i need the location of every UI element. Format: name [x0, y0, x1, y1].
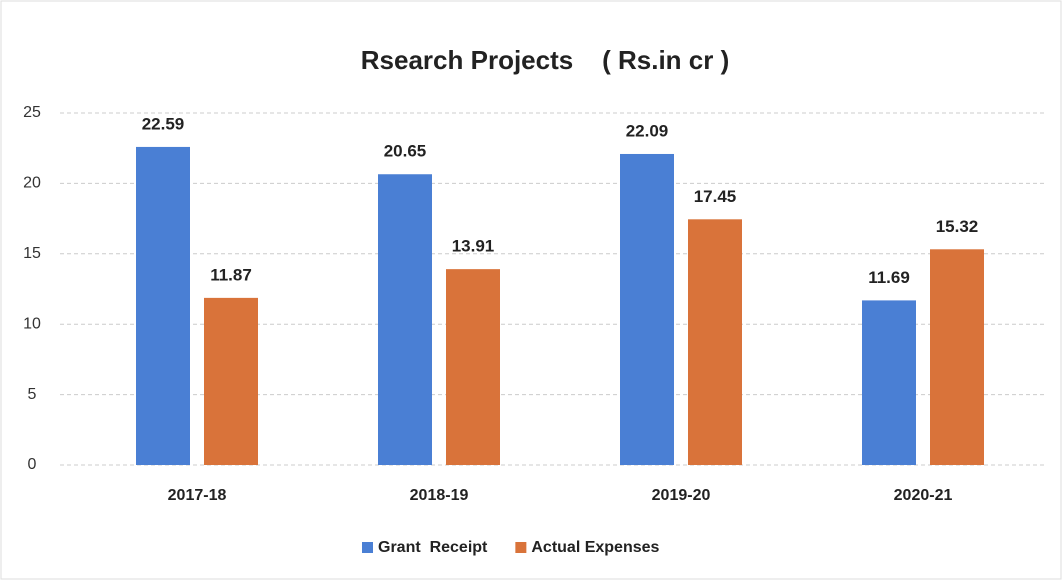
value-label: 11.69	[868, 268, 910, 287]
bar	[136, 146, 190, 465]
y-tick-label: 25	[23, 104, 41, 121]
x-tick-label: 2018-19	[410, 487, 469, 504]
legend-swatch	[362, 542, 373, 553]
y-tick-label: 10	[23, 315, 41, 332]
value-label: 11.87	[210, 265, 252, 284]
value-label: 15.32	[936, 217, 979, 236]
value-label: 17.45	[694, 187, 737, 206]
value-label: 22.59	[142, 114, 185, 133]
value-label: 20.65	[384, 142, 427, 161]
bar	[378, 174, 432, 466]
y-tick-label: 0	[28, 456, 37, 473]
value-label: 13.91	[452, 237, 495, 256]
bar	[930, 249, 984, 465]
bar	[204, 297, 258, 465]
bar	[620, 153, 674, 466]
y-tick-label: 15	[23, 245, 41, 262]
legend-swatch	[515, 542, 527, 553]
bar	[688, 219, 742, 465]
bar	[862, 300, 916, 465]
x-tick-label: 2017-18	[168, 487, 227, 504]
x-tick-label: 2020-21	[894, 487, 953, 504]
bar	[446, 269, 500, 465]
y-tick-label: 20	[23, 175, 41, 192]
y-tick-label: 5	[28, 386, 37, 403]
legend-label: Grant Receipt	[378, 539, 488, 556]
value-label: 22.09	[626, 121, 669, 140]
x-tick-label: 2019-20	[652, 487, 711, 504]
chart-title: Rsearch Projects ( Rs.in cr )	[361, 45, 729, 75]
legend-label: Actual Expenses	[531, 539, 659, 556]
